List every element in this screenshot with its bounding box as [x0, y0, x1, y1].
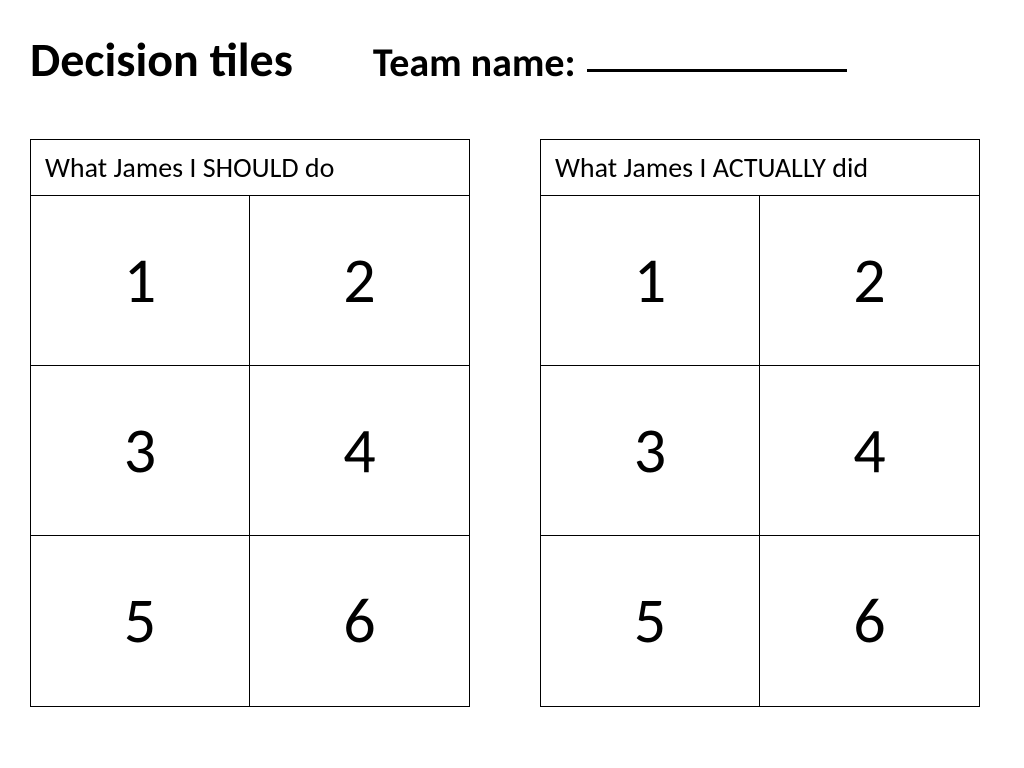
left-cell-3[interactable]: 3 — [31, 366, 250, 536]
team-name-field: Team name: — [373, 38, 847, 87]
left-table-heading: What James I SHOULD do — [31, 140, 469, 196]
right-cell-6[interactable]: 6 — [760, 536, 979, 706]
right-cell-1[interactable]: 1 — [541, 196, 760, 366]
right-table-heading: What James I ACTUALLY did — [541, 140, 979, 196]
team-name-label: Team name: — [373, 38, 576, 87]
left-table: What James I SHOULD do 1 2 3 4 5 6 — [30, 139, 470, 707]
right-grid: 1 2 3 4 5 6 — [541, 196, 979, 706]
left-cell-4[interactable]: 4 — [250, 366, 469, 536]
right-cell-2[interactable]: 2 — [760, 196, 979, 366]
right-cell-4[interactable]: 4 — [760, 366, 979, 536]
left-cell-2[interactable]: 2 — [250, 196, 469, 366]
left-grid: 1 2 3 4 5 6 — [31, 196, 469, 706]
right-cell-5[interactable]: 5 — [541, 536, 760, 706]
right-table: What James I ACTUALLY did 1 2 3 4 5 6 — [540, 139, 980, 707]
tables-row: What James I SHOULD do 1 2 3 4 5 6 What … — [30, 139, 994, 707]
team-name-underline[interactable] — [587, 69, 847, 72]
left-cell-1[interactable]: 1 — [31, 196, 250, 366]
left-cell-5[interactable]: 5 — [31, 536, 250, 706]
page-title: Decision tiles — [30, 30, 293, 89]
left-cell-6[interactable]: 6 — [250, 536, 469, 706]
header: Decision tiles Team name: — [30, 30, 994, 89]
right-cell-3[interactable]: 3 — [541, 366, 760, 536]
